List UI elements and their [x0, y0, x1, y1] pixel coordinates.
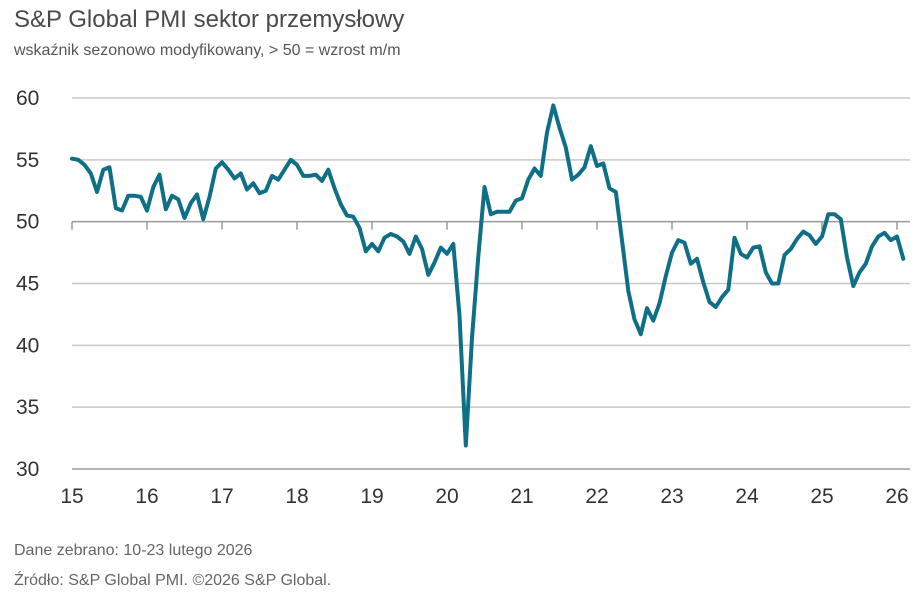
x-tick-label: 16: [135, 485, 158, 508]
y-tick-label: 50: [16, 211, 39, 234]
x-tick-label: 19: [360, 485, 383, 508]
x-tick-label: 21: [510, 485, 533, 508]
line-chart: 30 35 40 45 50 55 60 15 16 17 18 19 20 21 22 23 24 25 26: [16, 87, 910, 508]
x-tick-label: 15: [60, 485, 83, 508]
y-tick-label: 30: [16, 458, 39, 481]
x-tick-label: 26: [885, 485, 908, 508]
x-tick-label: 17: [210, 485, 233, 508]
y-tick-label: 35: [16, 396, 39, 419]
y-tick-label: 45: [16, 273, 39, 296]
x-tick-label: 18: [285, 485, 308, 508]
y-tick-label: 55: [16, 149, 39, 172]
chart-subtitle: wskaźnik sezonowo modyfikowany, > 50 = w…: [14, 42, 401, 59]
footer-source: Źródło: S&P Global PMI. ©2026 S&P Global…: [14, 572, 332, 589]
y-tick-label: 40: [16, 334, 39, 357]
y-tick-label: 60: [16, 87, 39, 110]
x-tick-label: 22: [585, 485, 608, 508]
x-tick-label: 24: [735, 485, 759, 508]
x-tick-label: 23: [660, 485, 683, 508]
x-tick-label: 25: [810, 485, 833, 508]
pmi-series-line: [70, 103, 906, 448]
footer-date: Dane zebrano: 10-23 lutego 2026: [14, 542, 253, 559]
x-tick-label: 20: [435, 485, 458, 508]
chart-title: S&P Global PMI sektor przemysłowy: [14, 6, 405, 33]
